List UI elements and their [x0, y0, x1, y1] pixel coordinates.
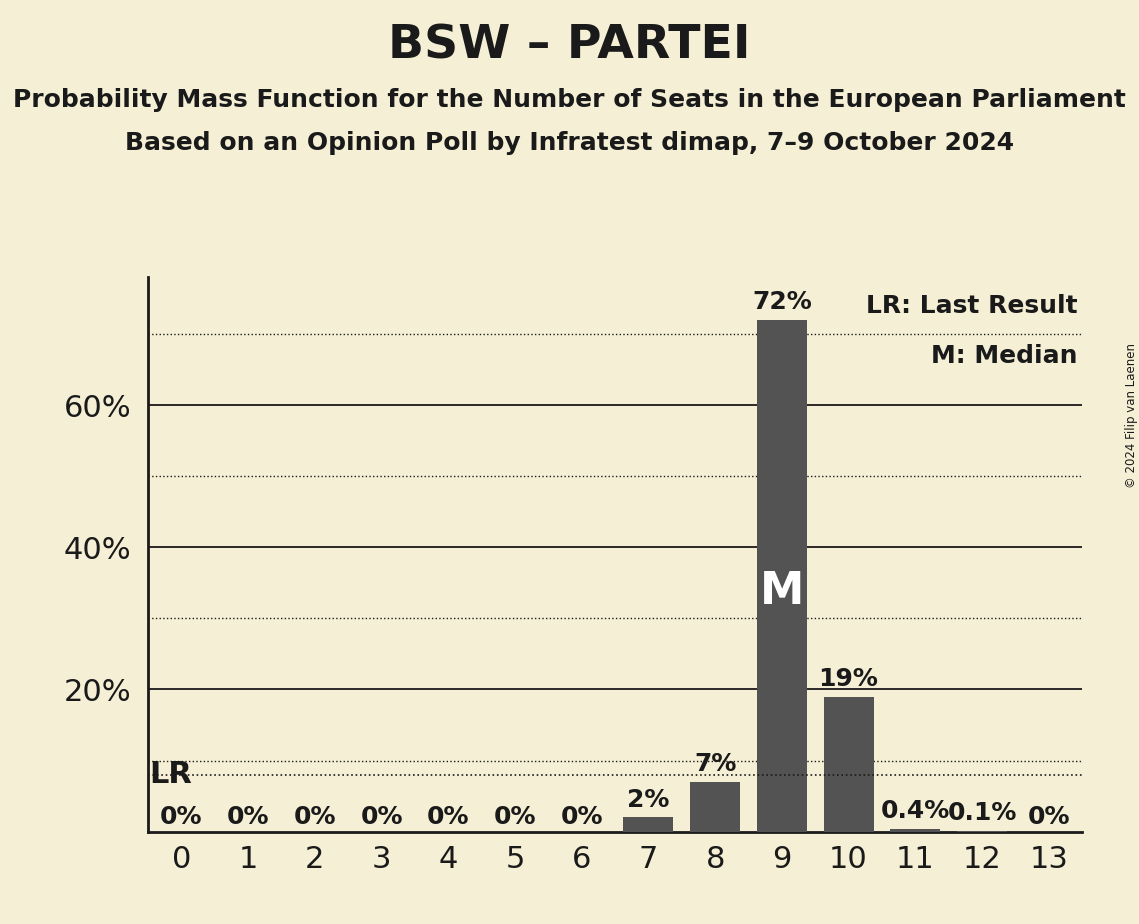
- Text: M: Median: M: Median: [931, 344, 1077, 368]
- Text: LR: Last Result: LR: Last Result: [866, 294, 1077, 318]
- Text: 0%: 0%: [360, 805, 403, 829]
- Text: 0.1%: 0.1%: [948, 801, 1017, 825]
- Text: LR: LR: [149, 760, 192, 789]
- Text: 0%: 0%: [1027, 805, 1070, 829]
- Text: 2%: 2%: [628, 787, 670, 811]
- Text: 0%: 0%: [560, 805, 603, 829]
- Bar: [623, 818, 673, 832]
- Text: 0%: 0%: [161, 805, 203, 829]
- Text: 7%: 7%: [694, 752, 736, 776]
- Text: 0%: 0%: [227, 805, 270, 829]
- Bar: [823, 697, 874, 832]
- Bar: [891, 829, 941, 832]
- Text: 0%: 0%: [427, 805, 469, 829]
- Text: BSW – PARTEI: BSW – PARTEI: [388, 23, 751, 68]
- Text: 0%: 0%: [294, 805, 336, 829]
- Text: Probability Mass Function for the Number of Seats in the European Parliament: Probability Mass Function for the Number…: [13, 88, 1126, 112]
- Text: 72%: 72%: [752, 290, 812, 314]
- Text: © 2024 Filip van Laenen: © 2024 Filip van Laenen: [1124, 344, 1138, 488]
- Text: 0.4%: 0.4%: [880, 799, 950, 823]
- Text: 0%: 0%: [493, 805, 536, 829]
- Text: Based on an Opinion Poll by Infratest dimap, 7–9 October 2024: Based on an Opinion Poll by Infratest di…: [125, 131, 1014, 155]
- Bar: [756, 320, 806, 832]
- Text: 19%: 19%: [819, 667, 878, 691]
- Bar: [690, 782, 740, 832]
- Text: M: M: [760, 569, 804, 613]
